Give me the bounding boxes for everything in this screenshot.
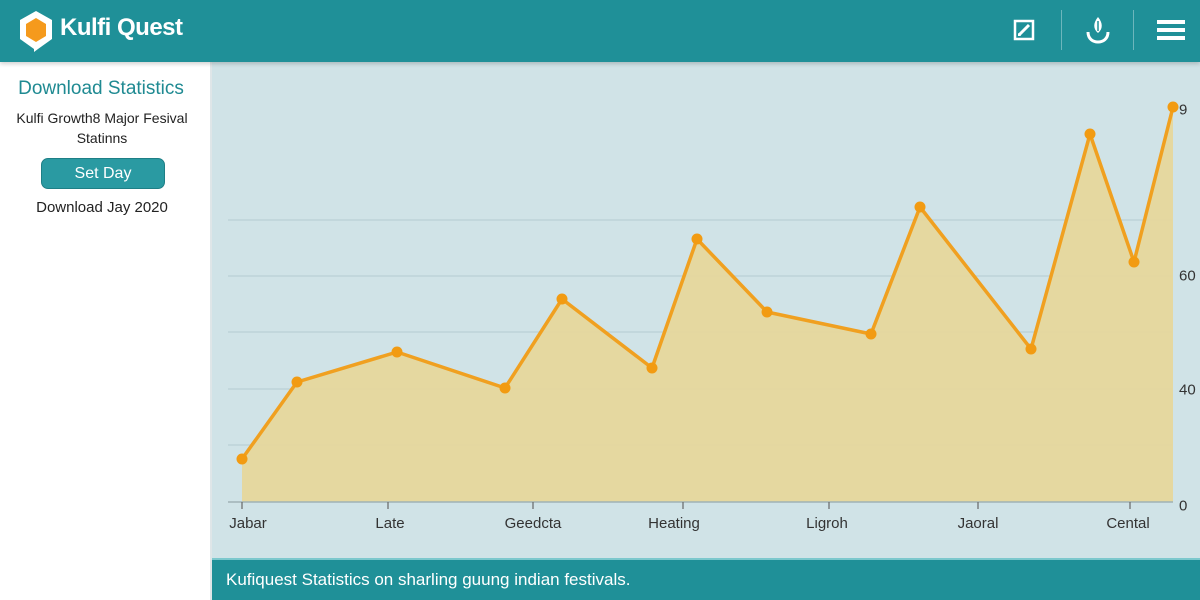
lamp-icon xyxy=(1086,17,1110,44)
set-day-button[interactable]: Set Day xyxy=(41,158,165,189)
footer-bar: Kufiquest Statistics on sharling guung i… xyxy=(212,558,1200,600)
y-tick-label: 9 xyxy=(1179,101,1188,119)
header-divider xyxy=(1133,10,1134,50)
y-tick-label: 40 xyxy=(1179,381,1196,399)
area-fill xyxy=(242,107,1173,502)
sidebar-title: Download Statistics xyxy=(18,78,184,99)
data-point[interactable] xyxy=(291,376,303,388)
data-point[interactable] xyxy=(646,362,658,374)
x-tick-label: Late xyxy=(375,515,405,532)
x-tick-label: Geedcta xyxy=(504,515,562,532)
app-header: Kulfi Quest xyxy=(0,0,1200,62)
menu-icon xyxy=(1157,20,1185,40)
data-point[interactable] xyxy=(761,306,773,318)
data-point[interactable] xyxy=(391,346,403,358)
menu-button[interactable] xyxy=(1153,12,1189,48)
data-point[interactable] xyxy=(1084,128,1096,140)
x-tick-label: Jabar xyxy=(229,515,267,532)
sidebar-subtitle: Kulfi Growth8 Major Fesival Statinns xyxy=(16,110,188,146)
y-tick-label: 60 xyxy=(1179,267,1196,285)
data-point[interactable] xyxy=(865,328,877,340)
y-tick-label: 0 xyxy=(1179,497,1188,515)
data-point[interactable] xyxy=(1025,343,1037,355)
data-point[interactable] xyxy=(914,201,926,213)
data-point[interactable] xyxy=(1167,101,1179,113)
data-line xyxy=(240,106,1175,461)
edit-icon xyxy=(1013,19,1035,41)
header-divider xyxy=(1061,10,1062,50)
app-title: Kulfi Quest xyxy=(60,14,183,41)
data-point[interactable] xyxy=(499,382,511,394)
data-points xyxy=(236,101,1179,465)
kulfi-logo-icon xyxy=(20,11,52,52)
x-tick-label: Heating xyxy=(648,515,700,532)
sidebar: Download Statistics Kulfi Growth8 Major … xyxy=(0,62,212,600)
edit-button[interactable] xyxy=(1006,12,1042,48)
data-point[interactable] xyxy=(1128,256,1140,268)
x-tick-label: Cental xyxy=(1106,515,1150,532)
data-point[interactable] xyxy=(556,293,568,305)
x-tick-label: Jaoral xyxy=(957,515,999,532)
data-point[interactable] xyxy=(691,233,703,245)
lamp-button[interactable] xyxy=(1080,12,1116,48)
x-ticks xyxy=(241,502,1131,509)
x-tick-label: Ligroh xyxy=(806,515,848,532)
data-point[interactable] xyxy=(236,453,248,465)
download-date-label: Download Jay 2020 xyxy=(36,199,168,216)
footer-caption: Kufiquest Statistics on sharling guung i… xyxy=(226,570,631,589)
